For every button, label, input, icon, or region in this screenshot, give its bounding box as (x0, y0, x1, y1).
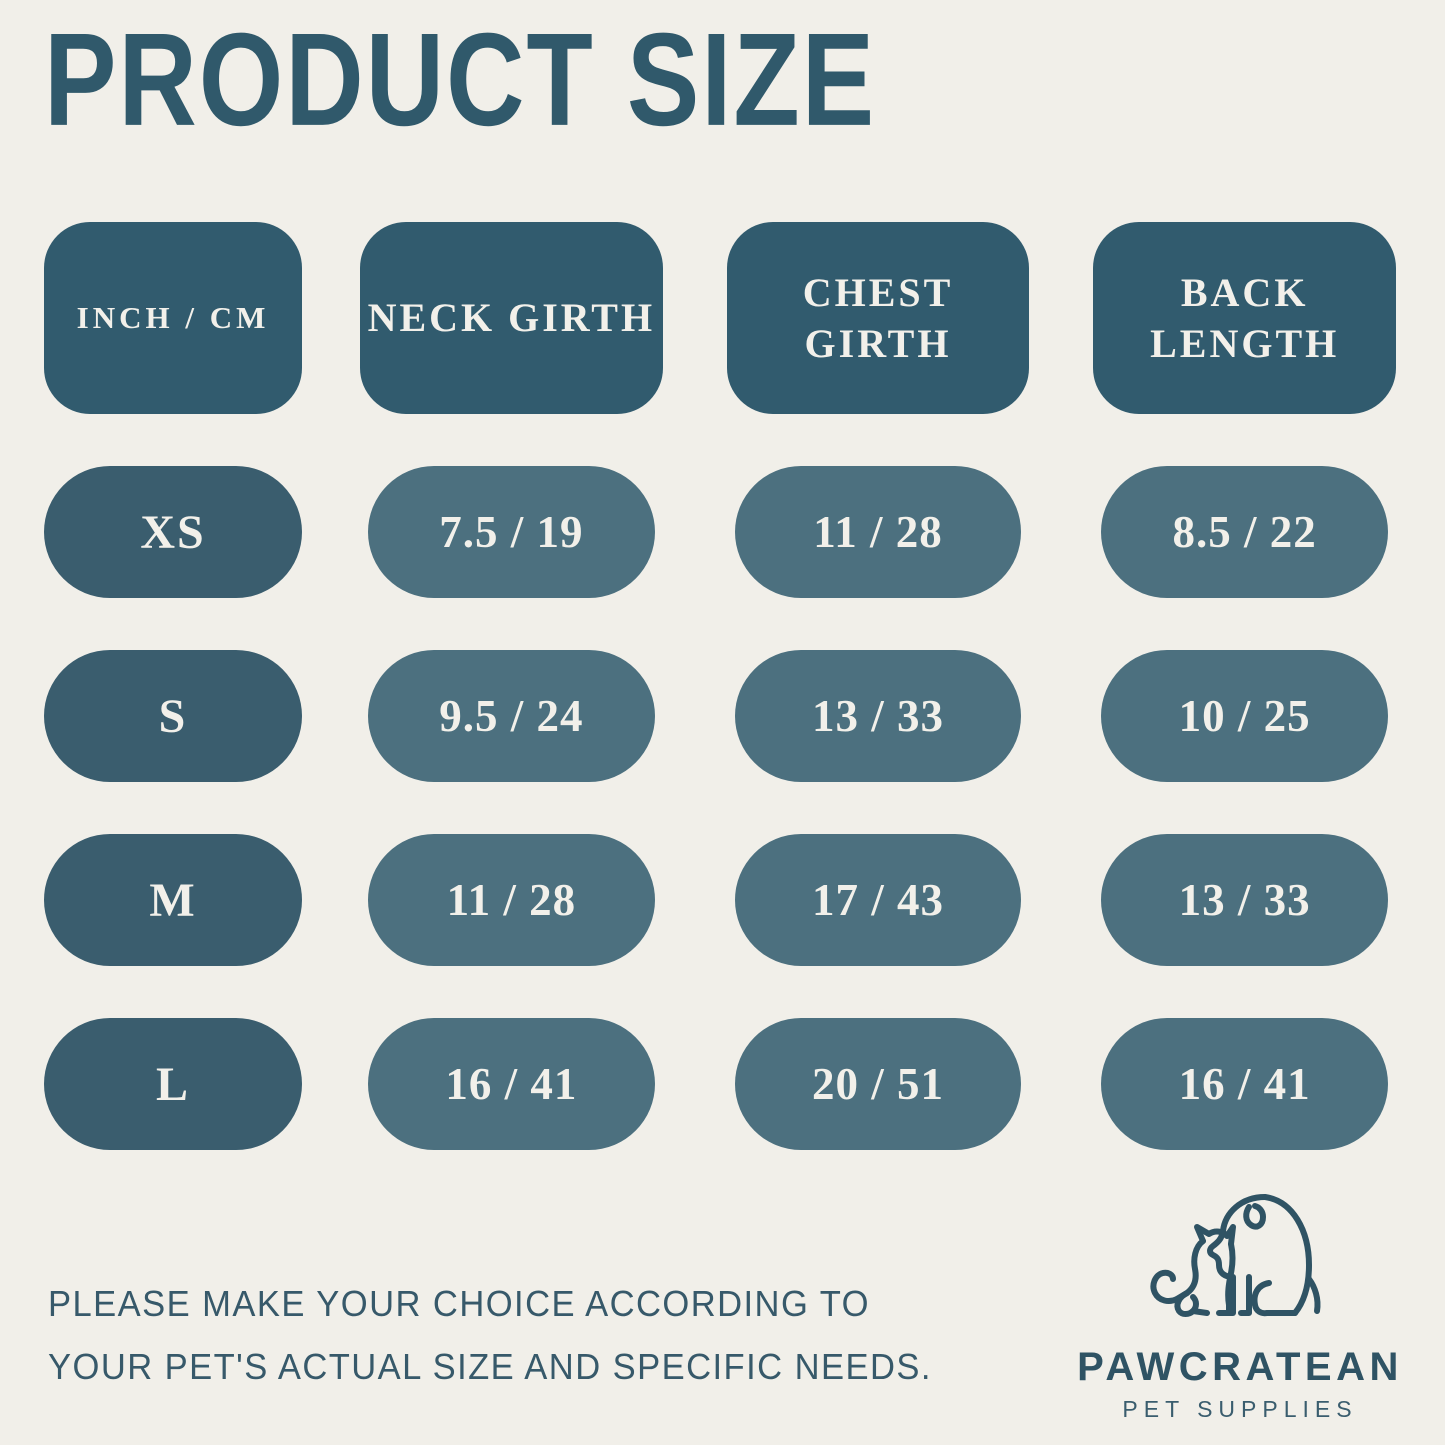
table-row: S 9.5 / 24 13 / 33 10 / 25 (44, 650, 1402, 782)
brand-logo: PAWCRATEAN PET SUPPLIES (1075, 1187, 1405, 1423)
dog-and-cat-line-art-icon (1150, 1194, 1321, 1317)
table-row: L 16 / 41 20 / 51 16 / 41 (44, 1018, 1402, 1150)
table-header-row: INCH / CM NECK GIRTH CHEST GIRTH BACK LE… (44, 222, 1402, 414)
back-length-value: 8.5 / 22 (1101, 466, 1388, 598)
brand-name: PAWCRATEAN (1077, 1345, 1403, 1389)
brand-tagline: PET SUPPLIES (1122, 1396, 1358, 1422)
header-cell-chest-girth: CHEST GIRTH (726, 222, 1030, 414)
neck-girth-value: 9.5 / 24 (368, 650, 655, 782)
back-length-value: 16 / 41 (1101, 1018, 1388, 1150)
chest-girth-value: 20 / 51 (734, 1018, 1022, 1150)
size-label: S (44, 650, 302, 782)
size-label: XS (44, 466, 302, 598)
table-row: M 11 / 28 17 / 43 13 / 33 (44, 834, 1402, 966)
chest-girth-value: 11 / 28 (734, 466, 1022, 598)
back-length-value: 10 / 25 (1101, 650, 1388, 782)
size-label: M (44, 834, 302, 966)
header-cell-unit: INCH / CM (44, 222, 302, 414)
chest-girth-value: 17 / 43 (734, 834, 1022, 966)
page-title: PRODUCT SIZE (44, 5, 877, 154)
neck-girth-value: 7.5 / 19 (368, 466, 655, 598)
footer-note-line-1: PLEASE MAKE YOUR CHOICE ACCORDING TO (48, 1283, 870, 1324)
footer-note-line-2: YOUR PET'S ACTUAL SIZE AND SPECIFIC NEED… (48, 1346, 932, 1387)
footer-note: PLEASE MAKE YOUR CHOICE ACCORDING TO YOU… (48, 1272, 988, 1398)
neck-girth-value: 16 / 41 (368, 1018, 655, 1150)
header-cell-back-length: BACK LENGTH (1093, 222, 1396, 414)
size-table: INCH / CM NECK GIRTH CHEST GIRTH BACK LE… (44, 222, 1402, 1202)
back-length-value: 13 / 33 (1101, 834, 1388, 966)
table-row: XS 7.5 / 19 11 / 28 8.5 / 22 (44, 466, 1402, 598)
header-cell-neck-girth: NECK GIRTH (360, 222, 663, 414)
chest-girth-value: 13 / 33 (734, 650, 1022, 782)
neck-girth-value: 11 / 28 (368, 834, 655, 966)
size-label: L (44, 1018, 302, 1150)
